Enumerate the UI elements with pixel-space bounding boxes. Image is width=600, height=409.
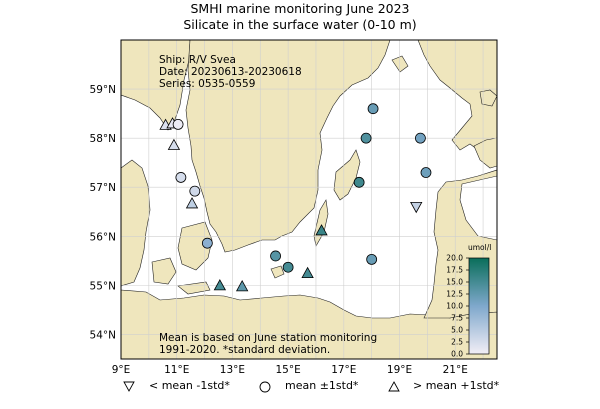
y-tick-label: 55°N: [90, 280, 116, 292]
station-marker-above: [213, 279, 227, 291]
station-marker-above: [185, 197, 199, 209]
land-aland: [391, 55, 409, 73]
map-frame: [120, 39, 498, 360]
legend-above-icon: [388, 381, 400, 392]
x-tick-label: 11°E: [164, 364, 189, 376]
y-tick-label: 54°N: [90, 329, 116, 341]
x-tick-label: 19°E: [387, 364, 412, 376]
colorbar-tick-label: 17.5: [446, 266, 463, 275]
x-tick-label: 13°E: [220, 364, 245, 376]
y-tick-label: 59°N: [90, 84, 116, 96]
station-marker-within: [360, 132, 372, 144]
info-ship: Ship: R/V Svea: [159, 54, 236, 66]
station-marker-above: [167, 138, 181, 150]
info-date: Date: 20230613-20230618: [159, 66, 302, 78]
colorbar-tick-label: 0.0: [451, 350, 463, 359]
x-axis-ticks: 9°E 11°E 13°E 15°E 17°E 19°E 21°E: [112, 364, 468, 376]
station-marker-within: [189, 185, 201, 197]
chart-title: SMHI marine monitoring June 2023: [190, 1, 410, 16]
y-tick-label: 56°N: [90, 231, 116, 243]
info-text: Ship: R/V Svea Date: 20230613-20230618 S…: [159, 54, 302, 90]
x-tick-label: 21°E: [443, 364, 468, 376]
land-jutland: [121, 159, 151, 287]
footnote: Mean is based on June station monitoring…: [159, 332, 377, 356]
x-tick-label: 9°E: [112, 364, 131, 376]
colorbar-tick-label: 10.0: [446, 302, 463, 311]
colorbar-tick-label: 2.5: [451, 338, 463, 347]
note-line-2: 1991-2020. *standard deviation.: [159, 344, 330, 356]
x-tick-label: 17°E: [331, 364, 356, 376]
station-marker-above: [235, 280, 249, 292]
y-axis-ticks: 54°N 55°N 56°N 57°N 58°N 59°N: [90, 84, 116, 341]
legend: < mean -1std* mean ±1std* > mean +1std*: [0, 374, 600, 398]
gridlines: [121, 40, 497, 359]
station-marker-within: [353, 176, 365, 188]
note-line-1: Mean is based on June station monitoring: [159, 332, 377, 344]
legend-within-icon: [259, 381, 271, 393]
land-saaremaa: [473, 137, 497, 169]
chart-subtitle: Silicate in the surface water (0-10 m): [183, 17, 417, 32]
colorbar-tick-label: 20.0: [446, 254, 463, 263]
station-marker-within: [282, 261, 294, 273]
station-marker-within: [366, 253, 378, 265]
station-markers: [159, 103, 432, 292]
station-marker-within: [175, 172, 187, 183]
land-bornholm: [270, 265, 285, 279]
colorbar: umol/l 20.0 17.5 15.0 12.5 10.0 7.5 5.0 2.5 0.0: [446, 243, 491, 359]
station-marker-within: [172, 119, 184, 130]
station-marker-within: [415, 132, 426, 144]
colorbar-tick-label: 5.0: [451, 326, 463, 335]
land-zealand: [177, 221, 213, 271]
station-marker-above: [315, 224, 328, 236]
station-marker-within: [420, 167, 432, 178]
colorbar-ticks: 20.0 17.5 15.0 12.5 10.0 7.5 5.0 2.5 0.0: [446, 254, 469, 359]
legend-below-label: < mean -1std*: [149, 379, 230, 392]
legend-within-label: mean ±1std*: [285, 379, 359, 392]
info-series: Series: 0535-0559: [159, 78, 255, 90]
y-tick-label: 58°N: [90, 133, 116, 145]
colorbar-unit: umol/l: [468, 243, 491, 252]
colorbar-tick-label: 15.0: [446, 278, 463, 287]
station-marker-within: [201, 237, 213, 249]
station-marker-within: [270, 250, 281, 262]
land-lolland: [177, 281, 211, 295]
legend-below-icon: [123, 381, 135, 392]
x-tick-label: 15°E: [275, 364, 300, 376]
land-funen: [151, 257, 177, 285]
station-marker-below: [410, 201, 423, 214]
colorbar-tick-label: 7.5: [451, 314, 463, 323]
land-hiiumaa: [479, 89, 497, 107]
y-tick-label: 57°N: [90, 182, 116, 194]
water-gulf-of-riga: [459, 175, 497, 241]
legend-above-label: > mean +1std*: [413, 379, 500, 392]
station-marker-within: [367, 103, 379, 115]
colorbar-tick-label: 12.5: [446, 290, 463, 299]
station-marker-above: [301, 266, 314, 279]
colorbar-scale: [468, 257, 490, 355]
